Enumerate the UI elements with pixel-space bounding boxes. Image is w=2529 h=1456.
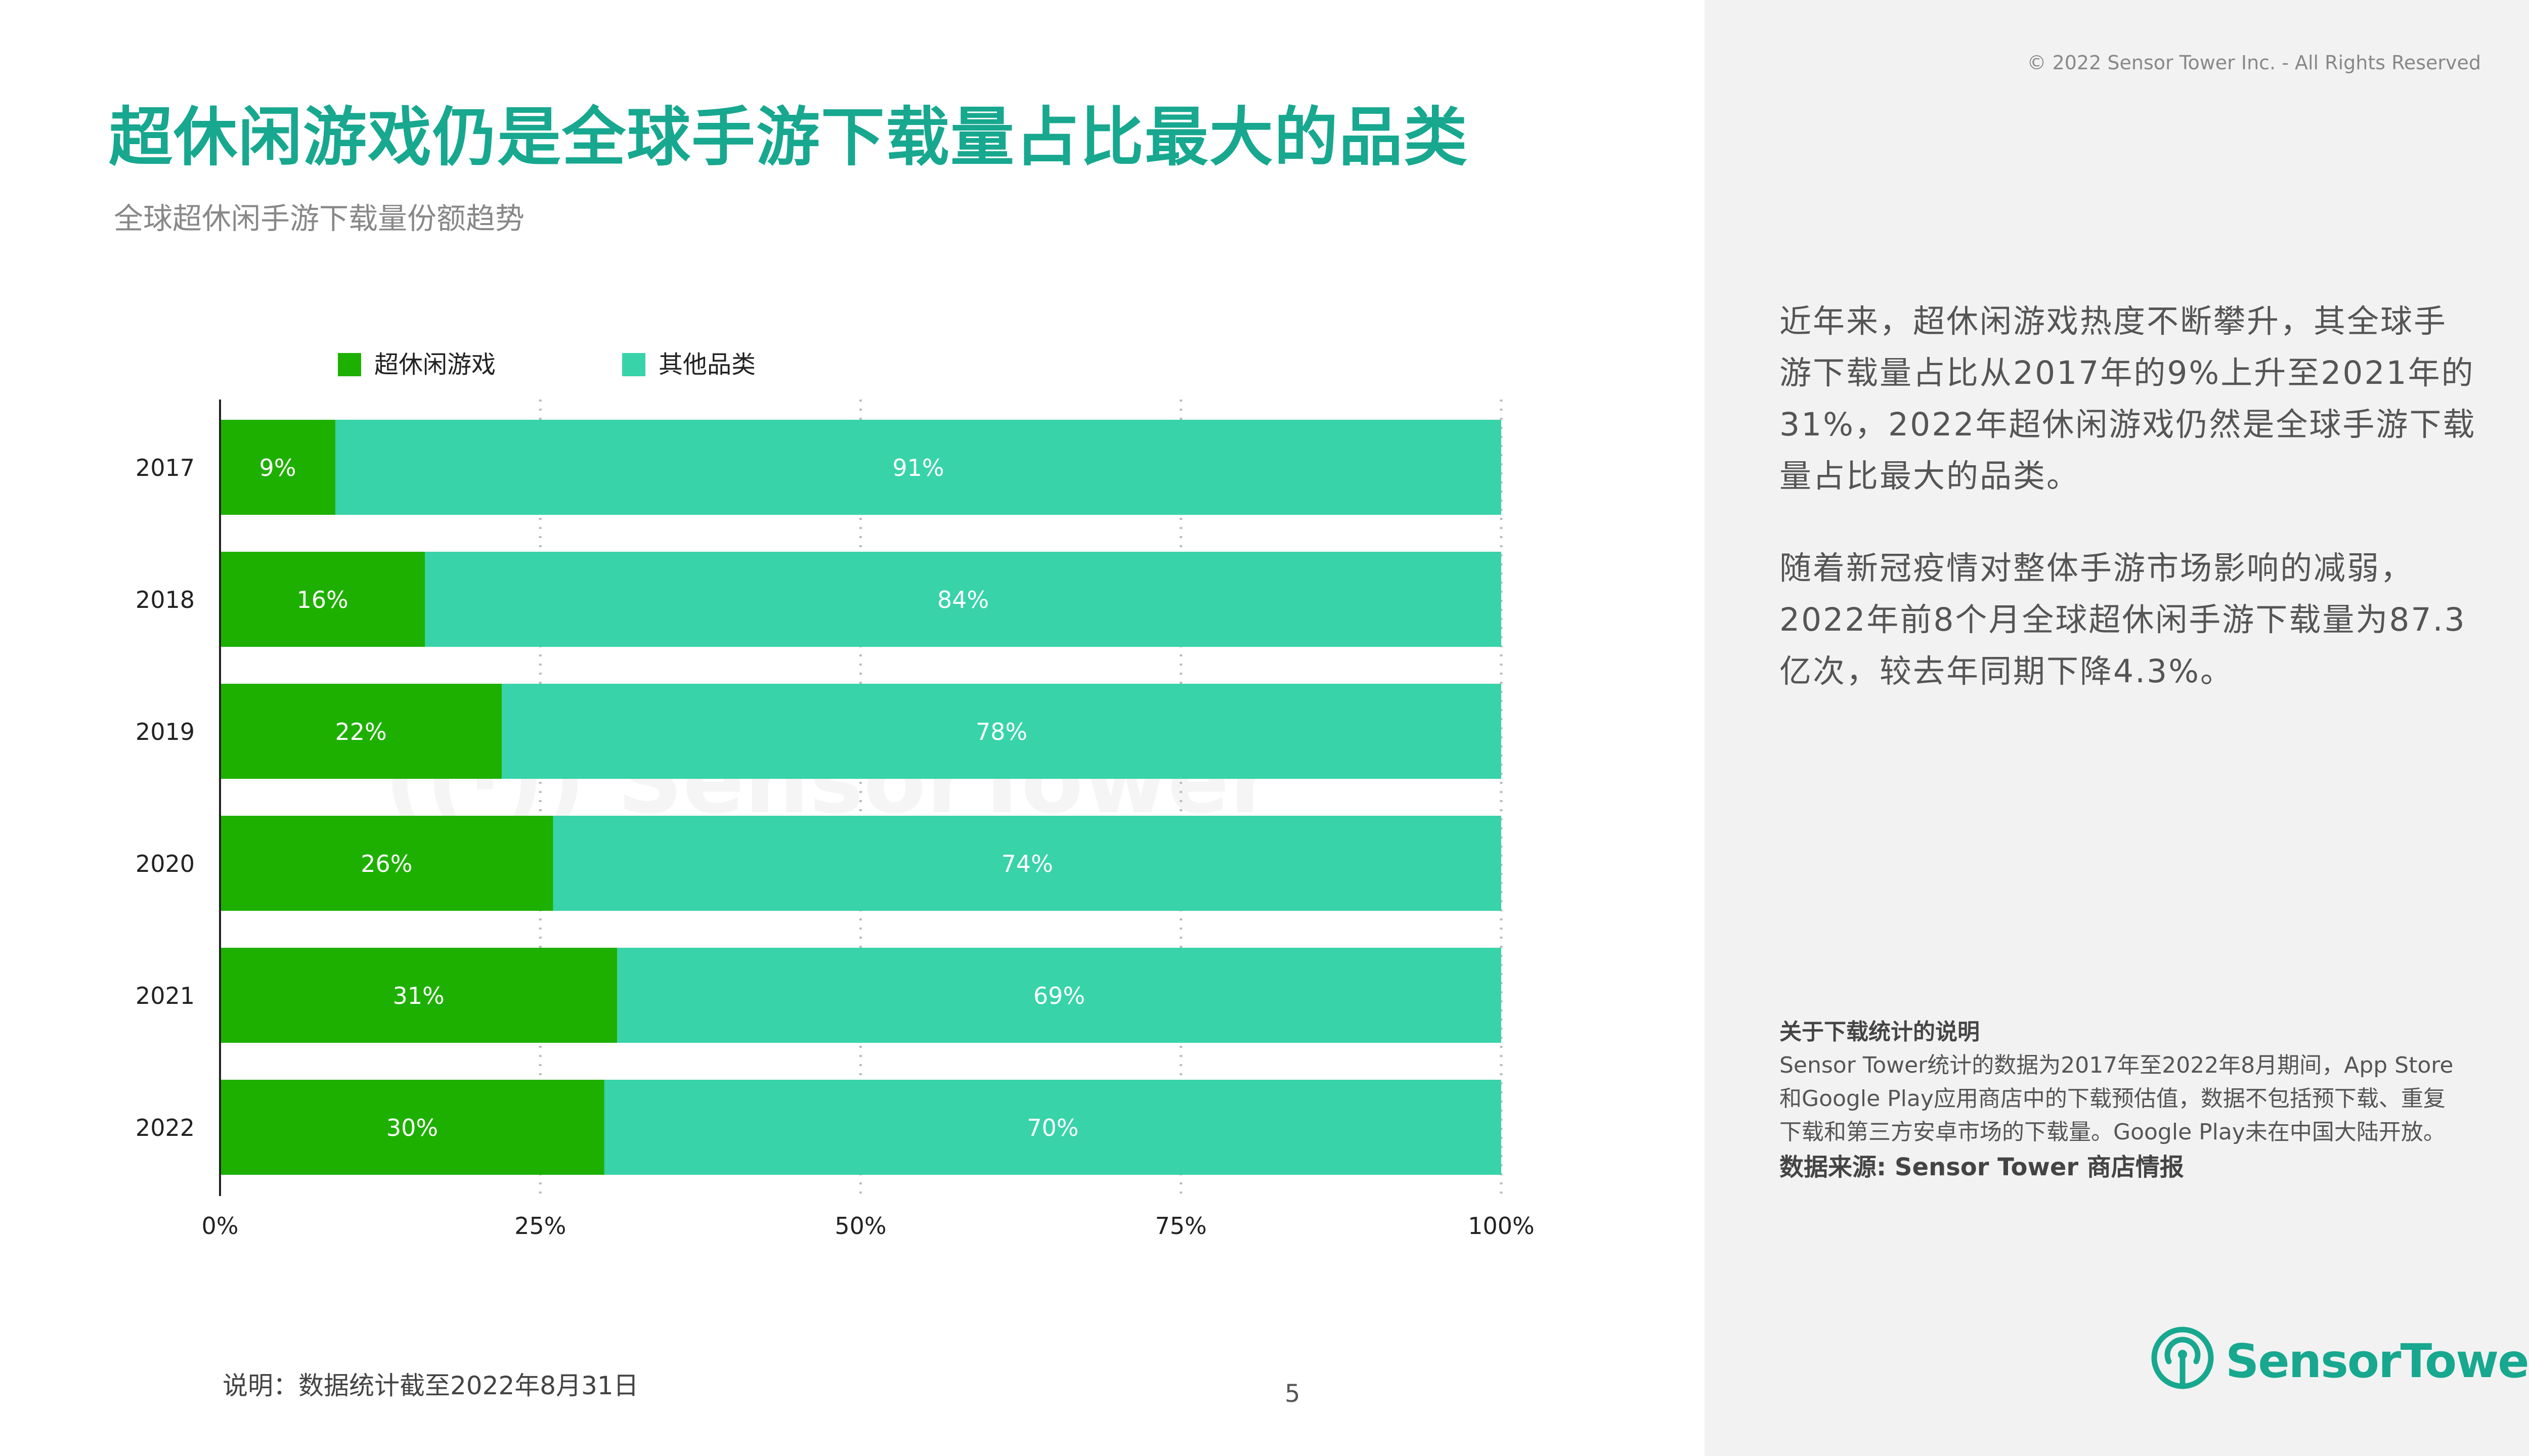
category-label-2022: 2022: [136, 1114, 195, 1141]
insight-text: 近年来，超休闲游戏热度不断攀升，其全球手游下载量占比从2017年的9%上升至20…: [1779, 296, 2477, 738]
x-tick-label-25: 25%: [514, 1212, 566, 1240]
page-title: 超休闲游戏仍是全球手游下载量占比最大的品类: [109, 100, 1468, 174]
footnote: 说明：数据统计截至2022年8月31日: [223, 1371, 639, 1400]
data-label-2017-series-1: 9%: [259, 454, 296, 481]
category-label-2019: 2019: [136, 718, 195, 745]
copyright-text: © 2022 Sensor Tower Inc. - All Rights Re…: [2027, 52, 2481, 74]
bar-2018-series-2: [425, 552, 1501, 647]
insight-paragraph-2: 随着新冠疫情对整体手游市场影响的减弱，2022年前8个月全球超休闲手游下载量为8…: [1779, 550, 2466, 690]
data-label-2018-series-1: 16%: [297, 586, 348, 613]
x-tick-label-75: 75%: [1155, 1212, 1207, 1240]
insight-paragraph-1: 近年来，超休闲游戏热度不断攀升，其全球手游下载量占比从2017年的9%上升至20…: [1779, 303, 2476, 495]
copyright-area: © 2022 Sensor Tower Inc. - All Rights Re…: [1705, 0, 2481, 101]
data-label-2018-series-2: 84%: [937, 586, 989, 613]
data-label-2021-series-2: 69%: [1033, 982, 1085, 1009]
bar-2017-series-2: [335, 420, 1501, 515]
category-label-2021: 2021: [136, 982, 195, 1009]
data-label-2020-series-2: 74%: [1001, 850, 1053, 877]
note-title: 关于下载统计的说明: [1779, 1019, 1980, 1045]
page-subtitle: 全球超休闲手游下载量份额趋势: [114, 201, 525, 236]
legend-swatch-hypercasual: [338, 353, 361, 376]
bar-2019-series-2: [502, 684, 1501, 779]
legend-swatch-other: [622, 353, 645, 376]
category-label-2020: 2020: [136, 850, 195, 877]
legend-label-hypercasual: 超休闲游戏: [374, 350, 496, 379]
bar-2019-series-1: [220, 684, 502, 779]
bar-2022-series-2: [604, 1080, 1501, 1175]
data-label-2017-series-2: 91%: [892, 454, 944, 481]
bar-2022-series-1: [220, 1080, 604, 1175]
x-tick-label-0: 0%: [202, 1212, 239, 1240]
legend-label-other: 其他品类: [659, 350, 756, 379]
category-label-2017: 2017: [136, 454, 195, 481]
data-label-2022-series-1: 30%: [386, 1114, 438, 1141]
note-body: Sensor Tower统计的数据为2017年至2022年8月期间，App St…: [1779, 1052, 2454, 1145]
page-number: 5: [1285, 1380, 1300, 1408]
x-tick-label-100: 100%: [1468, 1212, 1535, 1240]
brand-name: SensorTower: [2226, 1334, 2529, 1388]
data-label-2019-series-1: 22%: [335, 718, 387, 745]
category-label-2018: 2018: [136, 586, 195, 613]
bar-2017-series-1: [220, 420, 335, 515]
stacked-bar-chart: 9% 91% 2017 16% 84% 2018 22% 78% 2019 26% 74% 2020 3…: [136, 400, 1535, 1240]
data-label-2022-series-2: 70%: [1027, 1114, 1078, 1141]
bar-2021-series-2: [617, 948, 1501, 1043]
bar-2020-series-2: [553, 816, 1501, 911]
insight-panel: [1705, 0, 2529, 1456]
data-label-2020-series-1: 26%: [361, 850, 412, 877]
data-label-2019-series-2: 78%: [976, 718, 1027, 745]
note-source: 数据来源: Sensor Tower 商店情报: [1779, 1153, 2184, 1181]
bar-2018-series-1: [220, 552, 425, 647]
bar-2020-series-1: [220, 816, 553, 911]
download-note: 关于下载统计的说明 Sensor Tower统计的数据为2017年至2022年8…: [1779, 1016, 2457, 1185]
data-label-2021-series-1: 31%: [393, 982, 444, 1009]
x-tick-label-50: 50%: [835, 1212, 886, 1240]
bar-2021-series-1: [220, 948, 618, 1043]
sensor-tower-logo-icon: [2151, 1327, 2214, 1389]
